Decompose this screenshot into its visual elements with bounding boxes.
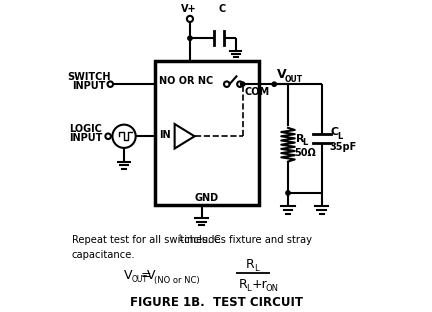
Circle shape (286, 191, 290, 195)
Text: L: L (303, 138, 308, 147)
Text: =: = (141, 269, 152, 282)
Text: INPUT: INPUT (69, 133, 102, 143)
Circle shape (188, 36, 192, 40)
Text: NO OR NC: NO OR NC (159, 76, 213, 86)
Text: V: V (124, 269, 133, 282)
Text: Repeat test for all switches. C: Repeat test for all switches. C (72, 236, 221, 246)
Text: +r: +r (251, 278, 267, 291)
Text: COM: COM (244, 87, 269, 97)
Text: 50Ω: 50Ω (295, 148, 317, 158)
Text: includes fixture and stray: includes fixture and stray (181, 236, 312, 246)
Text: OUT: OUT (132, 275, 148, 284)
Text: C: C (219, 4, 226, 14)
Circle shape (272, 82, 276, 86)
Text: V: V (147, 269, 156, 282)
Text: V: V (277, 69, 287, 81)
Text: IN: IN (159, 130, 171, 140)
Text: INPUT: INPUT (72, 81, 105, 91)
Text: SWITCH: SWITCH (67, 71, 111, 81)
Text: FIGURE 1B.  TEST CIRCUIT: FIGURE 1B. TEST CIRCUIT (130, 296, 302, 309)
Text: ON: ON (265, 284, 278, 293)
Text: R: R (295, 134, 304, 144)
Text: C: C (330, 127, 338, 138)
Text: R: R (239, 278, 248, 291)
Text: V+: V+ (181, 4, 196, 14)
Text: LOGIC: LOGIC (69, 124, 102, 134)
Bar (155, 61, 259, 205)
Text: capacitance.: capacitance. (72, 250, 136, 260)
Text: (NO or NC): (NO or NC) (154, 276, 200, 285)
Text: L: L (337, 132, 343, 141)
Text: L: L (254, 264, 259, 273)
Text: GND: GND (195, 193, 219, 202)
Text: OUT: OUT (285, 75, 303, 84)
Text: R: R (245, 257, 254, 271)
Circle shape (241, 82, 245, 86)
Text: L: L (178, 233, 182, 242)
Text: 35pF: 35pF (329, 142, 357, 152)
Text: L: L (246, 284, 251, 293)
